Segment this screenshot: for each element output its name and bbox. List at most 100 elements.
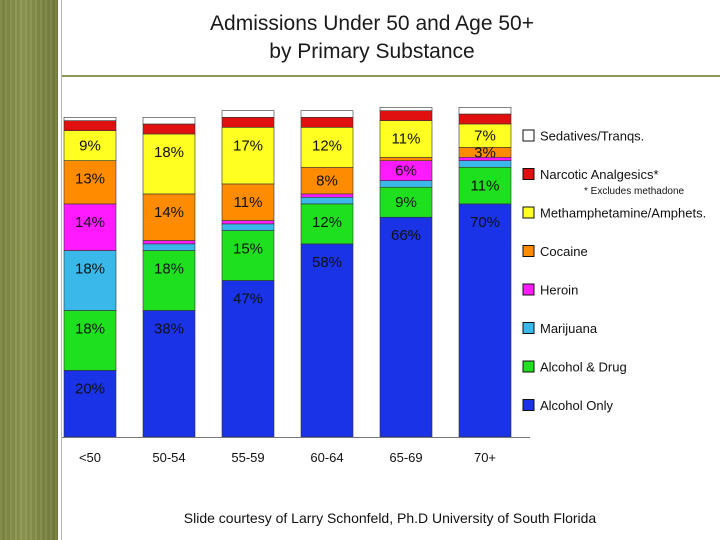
data-label-alcohol-drug-65-69: 9%: [395, 194, 417, 211]
bar-methamphetamine-amphets-65-69: [379, 120, 433, 158]
bar-narcotic-analgesics-70: [458, 113, 512, 125]
bar-alcohol-only-70: [458, 203, 512, 438]
bar-narcotic-analgesics-60-64: [300, 117, 354, 128]
legend-swatch-heroin: [522, 283, 535, 296]
legend-swatch-cocaine: [522, 245, 535, 257]
legend-swatch-narcotic-analgesics: [522, 168, 535, 180]
bar-sedatives-tranqs-50-54: [142, 117, 196, 125]
data-label-cocaine-70: 3%: [474, 144, 496, 161]
bar-methamphetamine-amphets-50: [63, 130, 117, 161]
data-label-methamphetamine-amphets-60-64: 12%: [312, 137, 342, 154]
x-tick-label-70: 70+: [474, 450, 496, 465]
page-title: Admissions Under 50 and Age 50+ by Prima…: [130, 10, 614, 66]
bar-sedatives-tranqs-65-69: [379, 107, 433, 111]
bar-marijuana-60-64: [300, 196, 354, 205]
axes-group: <50 50-54 55-59 60-64 65-69 70+: [62, 437, 530, 465]
data-label-alcohol-drug-55-59: 15%: [233, 241, 263, 258]
bar-cocaine-50: [63, 160, 117, 205]
legend-swatch-alcohol-drug: [522, 360, 535, 373]
data-label-alcohol-only-50-54: 38%: [154, 320, 184, 337]
bar-alcohol-drug-65-69: [379, 186, 433, 218]
bar-alcohol-only-65-69: [379, 216, 433, 438]
bar-sedatives-tranqs-50: [63, 117, 117, 121]
title-line-1: Admissions Under 50 and Age 50+: [210, 12, 534, 35]
bar-cocaine-50-54: [142, 193, 196, 241]
legend-swatch-methamphetamine-amphets: [522, 206, 535, 219]
bar-alcohol-drug-50: [63, 310, 117, 371]
bar-narcotic-analgesics-50: [63, 120, 117, 131]
data-label-alcohol-drug-50-54: 18%: [154, 261, 184, 278]
sidebar-decoration: [0, 0, 58, 540]
data-label-methamphetamine-amphets-50-54: 18%: [154, 144, 184, 161]
data-label-alcohol-only-60-64: 58%: [312, 254, 342, 271]
data-label-alcohol-only-70: 70%: [470, 214, 500, 231]
bar-alcohol-drug-70: [458, 166, 512, 205]
bar-cocaine-60-64: [300, 166, 354, 195]
legend-label-cocaine: Cocaine: [540, 244, 588, 259]
bar-heroin-50-54: [142, 240, 196, 245]
bars-group: 20% 18% 18% 14% 13% 9% 38% 18% 14% 18% 47% 15% 11% 17…: [63, 107, 512, 438]
bar-alcohol-only-50-54: [142, 310, 196, 438]
legend-label-alcohol-drug: Alcohol & Drug: [540, 360, 627, 375]
bar-cocaine-55-59: [221, 183, 275, 221]
legend-swatch-marijuana: [522, 322, 535, 334]
x-tick-label-50-54: 50-54: [152, 450, 185, 465]
bar-marijuana-70: [458, 160, 512, 168]
bar-methamphetamine-amphets-55-59: [221, 127, 275, 185]
data-label-alcohol-drug-70: 11%: [471, 177, 500, 194]
data-label-methamphetamine-amphets-55-59: 17%: [233, 137, 263, 154]
x-tick-label-55-59: 55-59: [231, 450, 264, 465]
bar-marijuana-55-59: [221, 223, 275, 231]
x-tick-label-65-69: 65-69: [389, 450, 422, 465]
data-label-heroin-50: 14%: [75, 214, 105, 231]
data-label-heroin-65-69: 6%: [395, 163, 417, 180]
data-label-methamphetamine-amphets-70: 7%: [474, 128, 496, 145]
title-line-2: by Primary Substance: [269, 40, 475, 63]
bar-narcotic-analgesics-65-69: [379, 110, 433, 121]
data-label-alcohol-drug-50: 18%: [75, 320, 105, 337]
legend-label-narcotic-analgesics: Narcotic Analgesics*: [540, 167, 659, 182]
legend: Sedatives/Tranqs. Narcotic Analgesics* Met…: [522, 129, 706, 413]
bar-marijuana-50-54: [142, 243, 196, 251]
legend-label-heroin: Heroin: [540, 283, 578, 298]
bar-methamphetamine-amphets-60-64: [300, 127, 354, 168]
data-label-cocaine-50: 13%: [75, 171, 105, 188]
sidebar-divider: [61, 0, 62, 540]
legend-label-methamphetamine-amphets: Methamphetamine/Amphets.: [540, 206, 706, 221]
bar-alcohol-drug-50-54: [142, 250, 196, 311]
data-label-alcohol-only-50: 20%: [75, 380, 105, 397]
legend-label-sedatives-tranqs: Sedatives/Tranqs.: [540, 129, 644, 144]
bar-cocaine-65-69: [379, 156, 433, 161]
x-tick-label-60-64: 60-64: [310, 450, 343, 465]
legend-label-marijuana: Marijuana: [540, 321, 598, 336]
bar-marijuana-65-69: [379, 180, 433, 188]
data-label-cocaine-55-59: 11%: [234, 194, 263, 211]
bar-alcohol-drug-60-64: [300, 203, 354, 245]
bar-alcohol-only-55-59: [221, 280, 275, 438]
bar-sedatives-tranqs-60-64: [300, 110, 354, 118]
legend-label-alcohol-only: Alcohol Only: [540, 398, 613, 413]
data-label-methamphetamine-amphets-65-69: 11%: [392, 131, 421, 148]
data-label-methamphetamine-amphets-50: 9%: [79, 138, 101, 155]
bar-heroin-60-64: [300, 193, 354, 198]
x-tick-label-50: <50: [79, 450, 101, 465]
bar-narcotic-analgesics-55-59: [221, 117, 275, 128]
bar-alcohol-only-60-64: [300, 243, 354, 438]
bar-heroin-50: [63, 203, 117, 251]
data-label-alcohol-only-65-69: 66%: [391, 227, 421, 244]
data-label-marijuana-50: 18%: [75, 261, 105, 278]
data-label-cocaine-60-64: 8%: [316, 173, 338, 190]
data-label-cocaine-50-54: 14%: [154, 204, 184, 221]
legend-swatch-alcohol-only: [522, 399, 535, 411]
bar-sedatives-tranqs-55-59: [221, 110, 275, 118]
bar-narcotic-analgesics-50-54: [142, 123, 196, 135]
bar-sedatives-tranqs-70: [458, 107, 512, 115]
bar-methamphetamine-amphets-50-54: [142, 133, 196, 195]
bar-marijuana-50: [63, 250, 117, 311]
data-label-alcohol-drug-60-64: 12%: [312, 214, 342, 231]
methadone-footnote: * Excludes methadone: [584, 186, 685, 197]
bar-heroin-55-59: [221, 220, 275, 225]
title-divider: [62, 75, 720, 77]
data-label-alcohol-only-55-59: 47%: [233, 290, 263, 307]
